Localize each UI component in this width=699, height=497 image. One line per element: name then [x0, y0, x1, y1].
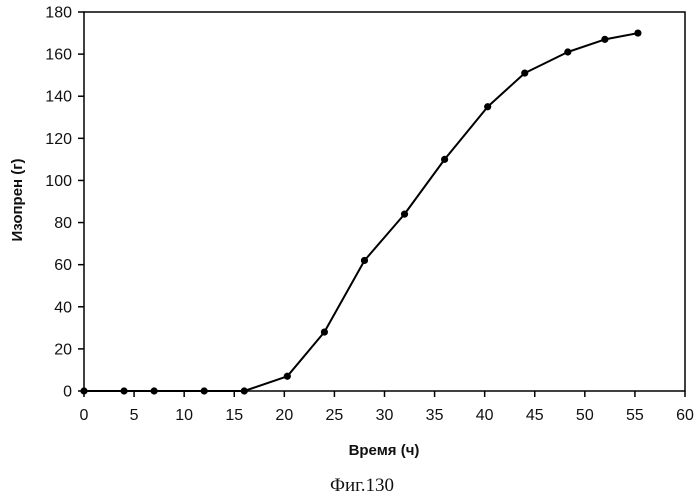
data-point: [321, 328, 328, 335]
y-axis-ticks: 0 20 40 60 80 100 120 140 160 180: [45, 5, 84, 401]
x-axis-title: Время (ч): [349, 442, 420, 459]
x-tick-label: 20: [275, 407, 293, 424]
y-tick-label: 120: [45, 131, 72, 148]
series-line: [84, 33, 638, 391]
x-tick-label: 0: [80, 407, 89, 424]
x-tick-label: 55: [626, 407, 644, 424]
plot-area: [84, 12, 685, 391]
x-tick-label: 50: [576, 407, 594, 424]
figure-caption: Фиг.130: [330, 475, 394, 496]
data-point: [80, 387, 87, 394]
x-tick-label: 30: [376, 407, 394, 424]
data-point: [441, 156, 448, 163]
data-point: [120, 387, 127, 394]
x-tick-label: 60: [676, 407, 694, 424]
x-tick-label: 15: [225, 407, 243, 424]
y-tick-label: 180: [45, 5, 72, 22]
data-point: [241, 387, 248, 394]
x-tick-label: 45: [526, 407, 544, 424]
x-tick-label: 40: [476, 407, 494, 424]
data-point: [151, 387, 158, 394]
y-axis-title: Изопрен (г): [9, 158, 26, 241]
x-tick-label: 35: [426, 407, 444, 424]
x-tick-label: 25: [326, 407, 344, 424]
x-axis-ticks: 0 5 10 15 20 25 30 35 40 45 50 55 60: [80, 391, 694, 424]
data-point: [284, 373, 291, 380]
y-tick-label: 20: [54, 341, 72, 358]
y-tick-label: 100: [45, 173, 72, 190]
data-point: [201, 387, 208, 394]
y-tick-label: 60: [54, 257, 72, 274]
data-point: [401, 211, 408, 218]
y-tick-label: 0: [63, 384, 72, 401]
y-tick-label: 80: [54, 215, 72, 232]
data-point: [601, 36, 608, 43]
data-point: [521, 69, 528, 76]
data-point: [564, 48, 571, 55]
series-layer: [80, 29, 641, 394]
y-tick-label: 160: [45, 47, 72, 64]
x-tick-label: 5: [130, 407, 139, 424]
x-tick-label: 10: [175, 407, 193, 424]
y-tick-label: 40: [54, 299, 72, 316]
y-tick-label: 140: [45, 89, 72, 106]
data-point: [361, 257, 368, 264]
data-point: [484, 103, 491, 110]
data-point: [634, 29, 641, 36]
